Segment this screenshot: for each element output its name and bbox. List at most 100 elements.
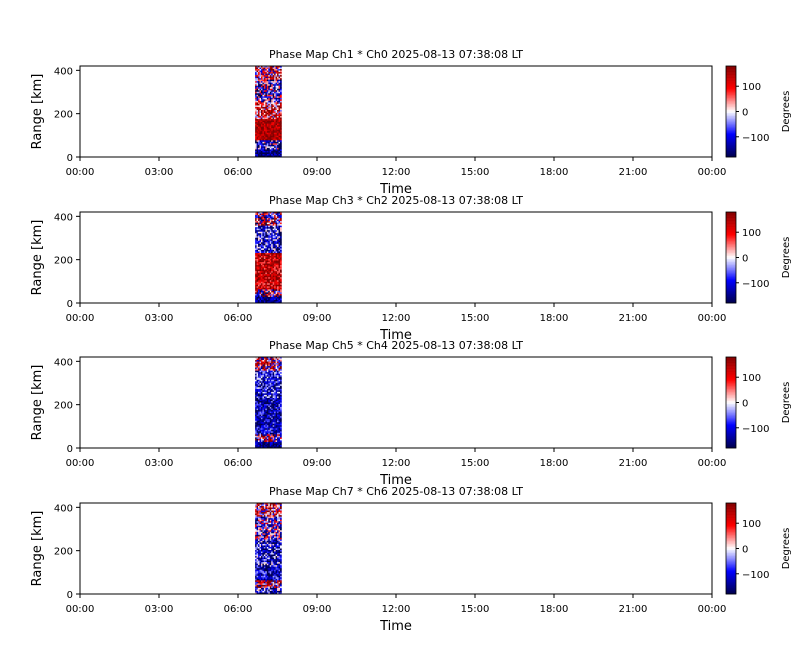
- heatmap-cell: [258, 381, 260, 384]
- heatmap-cell: [266, 295, 269, 298]
- heatmap-cell: [260, 265, 263, 267]
- heatmap-cell: [277, 254, 279, 257]
- heatmap-cell: [263, 251, 266, 254]
- heatmap-cell: [277, 408, 279, 411]
- heatmap-cell: [275, 388, 278, 391]
- heatmap-cell: [256, 404, 259, 406]
- colorbar-swatch: [726, 507, 736, 510]
- heatmap-cell: [278, 444, 281, 447]
- heatmap-cell: [259, 580, 262, 583]
- heatmap-cell: [275, 135, 278, 138]
- heatmap-cell: [272, 111, 275, 114]
- heatmap-cell: [266, 376, 269, 379]
- heatmap-cell: [279, 405, 282, 408]
- heatmap-cell: [268, 146, 271, 149]
- heatmap-cell: [255, 116, 257, 118]
- heatmap-cell: [262, 278, 265, 281]
- colorbar-swatch: [726, 586, 736, 589]
- heatmap-cell: [255, 411, 257, 414]
- heatmap-cell: [260, 568, 263, 571]
- heatmap-cell: [277, 563, 279, 566]
- heatmap-cell: [263, 363, 266, 365]
- heatmap-cell: [274, 592, 276, 595]
- colorbar-tick-label: −100: [742, 570, 769, 581]
- heatmap-cell: [277, 140, 279, 143]
- heatmap-cell: [259, 84, 262, 87]
- heatmap-cell: [266, 137, 269, 140]
- heatmap-cell: [277, 103, 279, 106]
- heatmap-cell: [259, 248, 262, 251]
- heatmap-cell: [272, 72, 275, 74]
- heatmap-cell: [256, 268, 259, 270]
- heatmap-cell: [278, 416, 281, 418]
- heatmap-cell: [274, 242, 276, 245]
- heatmap-cell: [278, 215, 281, 217]
- colorbar-swatch: [726, 216, 736, 219]
- heatmap-cell: [255, 506, 257, 508]
- heatmap-cell: [263, 233, 266, 236]
- heatmap-cell: [259, 378, 262, 381]
- heatmap-cell: [262, 152, 265, 155]
- heatmap-cell: [277, 100, 279, 103]
- heatmap-cell: [275, 131, 278, 134]
- heatmap-cell: [268, 554, 271, 557]
- heatmap-cell: [279, 382, 282, 385]
- heatmap-cell: [262, 216, 265, 219]
- heatmap-cell: [263, 563, 266, 566]
- heatmap-cell: [256, 239, 259, 242]
- heatmap-cell: [262, 85, 265, 88]
- heatmap-cell: [279, 521, 282, 524]
- heatmap-cell: [278, 146, 281, 149]
- heatmap-cell: [263, 137, 266, 140]
- heatmap-cell: [265, 521, 268, 524]
- heatmap-cell: [260, 516, 263, 519]
- heatmap-cell: [265, 94, 268, 97]
- heatmap-cell: [255, 557, 257, 560]
- heatmap-cell: [256, 396, 259, 399]
- heatmap-cell: [265, 147, 268, 150]
- heatmap-cell: [268, 420, 271, 423]
- heatmap-cell: [259, 503, 262, 505]
- heatmap-cell: [262, 358, 265, 361]
- heatmap-cell: [269, 66, 272, 68]
- heatmap-cell: [255, 266, 257, 269]
- heatmap-cell: [272, 234, 275, 237]
- heatmap-cell: [265, 507, 268, 510]
- heatmap-cell: [262, 357, 265, 359]
- heatmap-cell: [279, 379, 282, 382]
- heatmap-cell: [272, 384, 275, 387]
- heatmap-cell: [279, 589, 282, 592]
- heatmap-cell: [256, 358, 259, 361]
- heatmap-cell: [275, 149, 278, 152]
- heatmap-cell: [260, 140, 263, 143]
- x-tick-label: 21:00: [619, 167, 648, 178]
- heatmap-cell: [269, 280, 272, 283]
- heatmap-cell: [277, 122, 279, 124]
- heatmap-cell: [266, 509, 269, 511]
- heatmap-cell: [256, 364, 259, 367]
- heatmap-cell: [278, 280, 281, 283]
- heatmap-cell: [277, 106, 279, 109]
- heatmap-cell: [259, 589, 262, 592]
- heatmap-cell: [271, 97, 273, 100]
- heatmap-cell: [271, 228, 273, 231]
- heatmap-cell: [278, 516, 281, 519]
- heatmap-cell: [279, 215, 282, 217]
- heatmap-cell: [256, 76, 259, 79]
- heatmap-cell: [266, 419, 269, 421]
- colorbar-swatch: [726, 411, 736, 414]
- heatmap-cell: [269, 557, 272, 560]
- heatmap-cell: [275, 221, 278, 223]
- heatmap-cell: [268, 522, 271, 525]
- heatmap-cell: [274, 149, 276, 152]
- heatmap-cell: [263, 408, 266, 411]
- heatmap-cell: [255, 589, 257, 592]
- heatmap-cell: [269, 257, 272, 260]
- heatmap-cell: [269, 366, 272, 368]
- heatmap-cell: [268, 434, 271, 437]
- heatmap-cell: [263, 222, 266, 225]
- heatmap-cell: [258, 114, 260, 117]
- heatmap-cell: [258, 81, 260, 83]
- heatmap-cell: [266, 155, 269, 158]
